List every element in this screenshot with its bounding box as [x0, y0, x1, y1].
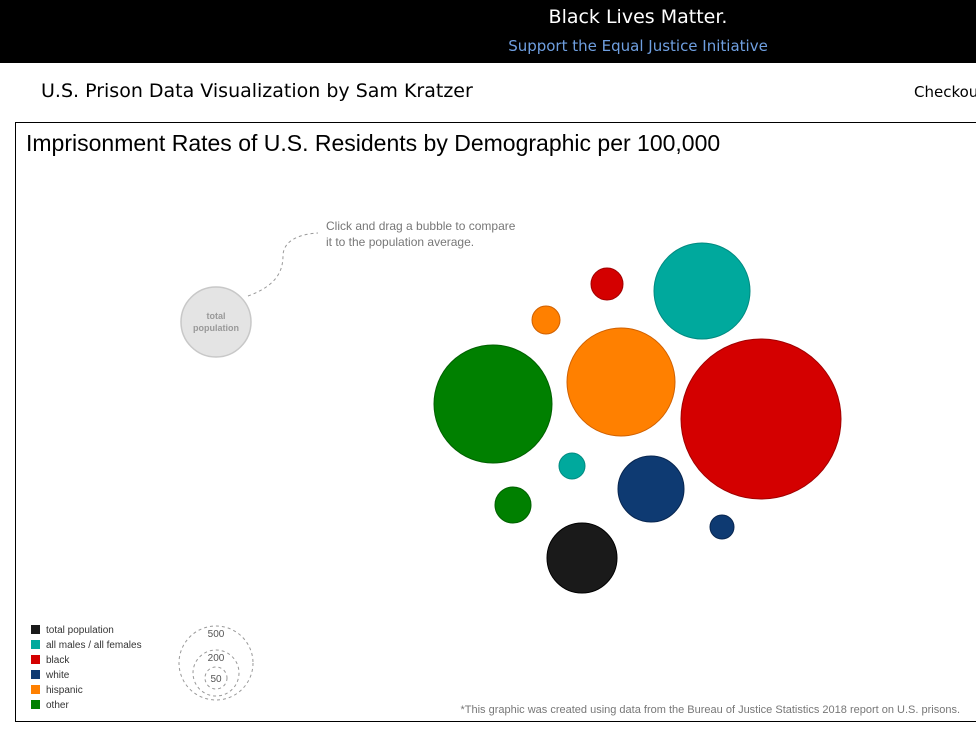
size-legend-label-50: 50: [210, 674, 222, 685]
reference-bubble-label-line1: total: [207, 311, 226, 321]
size-legend-circle-200: [192, 649, 240, 697]
bubble-green-large[interactable]: [433, 344, 553, 464]
size-legend-circle-50: [204, 666, 228, 690]
legend-swatch-white: [31, 670, 40, 679]
legend-swatch-hispanic: [31, 685, 40, 694]
legend-swatch-other: [31, 700, 40, 709]
bubble-teal-small[interactable]: [558, 452, 586, 480]
banner-title: Black Lives Matter.: [548, 6, 728, 28]
instruction-text-line1: Click and drag a bubble to compare: [326, 219, 516, 233]
equal-justice-link[interactable]: Support the Equal Justice Initiative: [508, 37, 768, 55]
legend-label-other: other: [46, 700, 69, 711]
bubble-teal-large[interactable]: [653, 242, 751, 340]
bubble-navy-small[interactable]: [709, 514, 735, 540]
size-legend: 500 200 50: [178, 625, 254, 701]
chart-title: Imprisonment Rates of U.S. Residents by …: [26, 130, 721, 156]
chart-frame: [15, 122, 976, 722]
legend-label-hispanic: hispanic: [46, 685, 83, 696]
bubble-orange-small[interactable]: [531, 305, 561, 335]
legend-label-males-females: all males / all females: [46, 640, 142, 651]
size-legend-label-500: 500: [208, 629, 225, 640]
size-legend-circle-500: [178, 625, 254, 701]
instruction-text-line2: it to the population average.: [326, 235, 474, 249]
checkout-link[interactable]: Checkou: [914, 83, 976, 101]
legend-swatch-black: [31, 655, 40, 664]
data-source-footnote: *This graphic was created using data fro…: [460, 704, 960, 716]
top-banner: Black Lives Matter. Support the Equal Ju…: [0, 0, 976, 63]
legend-swatch-total-population: [31, 625, 40, 634]
site-title: U.S. Prison Data Visualization by Sam Kr…: [41, 80, 473, 102]
instruction-connector: [247, 232, 319, 297]
total-population-reference-bubble: [180, 286, 252, 358]
bubble-green-small[interactable]: [494, 486, 532, 524]
bubble-navy-large[interactable]: [617, 455, 685, 523]
bubble-red-small[interactable]: [590, 267, 624, 301]
legend-label-white: white: [45, 670, 70, 681]
bubble-orange-large[interactable]: [566, 327, 676, 437]
reference-bubble-label-line2: population: [193, 323, 239, 333]
legend-label-black: black: [46, 655, 70, 666]
bubble-red-large[interactable]: [680, 338, 842, 500]
legend-label-total-population: total population: [46, 625, 114, 636]
color-legend: total population all males / all females…: [31, 625, 142, 711]
legend-swatch-males-females: [31, 640, 40, 649]
bubble-total-population[interactable]: [546, 522, 618, 594]
size-legend-label-200: 200: [208, 653, 225, 664]
